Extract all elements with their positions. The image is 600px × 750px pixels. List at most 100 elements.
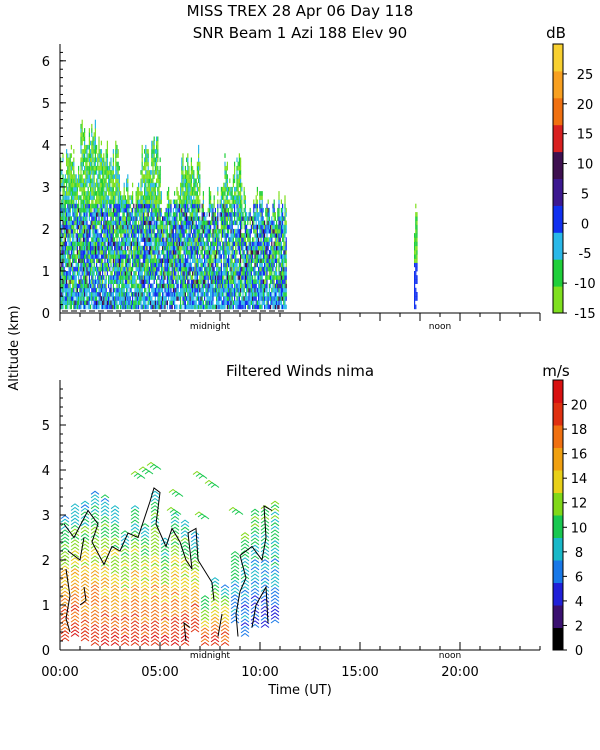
snr-cell xyxy=(170,212,172,217)
snr-cell xyxy=(206,212,208,217)
snr-cell xyxy=(75,241,77,247)
snr-cell xyxy=(186,191,188,196)
snr-cell xyxy=(150,216,152,221)
snr-cell xyxy=(126,182,128,188)
snr-cell xyxy=(225,245,227,251)
snr-cell xyxy=(120,262,122,268)
snr-cell xyxy=(265,258,267,263)
snr-cell xyxy=(70,262,72,268)
snr-cell xyxy=(166,245,168,251)
snr-cell xyxy=(187,250,189,255)
snr-cell xyxy=(150,199,152,205)
snr-cell xyxy=(225,216,227,221)
snr-cell xyxy=(265,271,267,276)
snr-cell xyxy=(82,191,84,196)
snr-cell xyxy=(134,296,136,301)
snr-cell xyxy=(201,292,203,297)
snr-cell xyxy=(230,266,232,272)
snr-cell xyxy=(187,287,189,293)
snr-cell xyxy=(235,287,237,293)
snr-cell xyxy=(112,241,114,247)
snr-cell xyxy=(183,283,185,289)
snr-cell xyxy=(232,266,234,272)
snr-cell xyxy=(120,279,122,284)
snr-cell xyxy=(236,228,238,234)
snr-cell xyxy=(130,207,132,213)
snr-cell xyxy=(156,212,158,217)
snr-cell xyxy=(188,195,190,200)
snr-cell xyxy=(85,233,87,238)
snr-cell xyxy=(94,224,96,230)
snr-cell xyxy=(187,207,189,213)
snr-cell xyxy=(189,178,191,184)
snr-cell xyxy=(88,245,90,251)
snr-cell xyxy=(76,195,78,200)
snr-cell xyxy=(192,207,194,213)
snr-cell xyxy=(75,254,77,259)
snr-cell xyxy=(79,220,81,226)
snr-cell xyxy=(183,296,185,301)
snr-cell xyxy=(109,296,111,301)
snr-cell xyxy=(228,216,230,221)
snr-cell xyxy=(196,170,198,175)
snr-cell xyxy=(128,224,130,230)
snr-cell xyxy=(67,216,69,221)
snr-cell xyxy=(194,287,196,293)
snr-cell xyxy=(236,283,238,289)
snr-cell xyxy=(154,157,156,163)
snr-cell xyxy=(158,224,160,230)
snr-cell xyxy=(223,304,225,310)
snr-cell xyxy=(240,224,242,230)
snr-cell xyxy=(66,199,68,205)
snr-cell xyxy=(94,228,96,234)
snr-cell xyxy=(142,207,144,213)
snr-cell xyxy=(117,224,119,230)
snr-cell xyxy=(141,245,143,251)
snr-cell xyxy=(96,195,98,200)
snr-cell xyxy=(146,207,148,213)
snr-cell xyxy=(158,262,160,268)
snr-cell xyxy=(68,157,70,163)
snr-cell xyxy=(160,258,162,263)
snr-cell xyxy=(242,237,244,242)
snr-cell xyxy=(216,304,218,310)
snr-cell xyxy=(242,266,244,272)
snr-cell xyxy=(210,199,212,205)
snr-cell xyxy=(69,207,71,213)
snr-cell xyxy=(90,292,92,297)
snr-cell xyxy=(100,212,102,217)
snr-cell xyxy=(194,207,196,213)
snr-cell xyxy=(92,140,94,146)
snr-cell xyxy=(73,178,75,184)
snr-cell xyxy=(85,191,87,196)
snr-cell xyxy=(222,283,224,289)
snr-cell xyxy=(226,271,228,276)
snr-cell xyxy=(193,220,195,226)
snr-cell xyxy=(100,157,102,163)
snr-cell xyxy=(165,220,167,226)
snr-cell xyxy=(118,283,120,289)
snr-cell xyxy=(159,182,161,188)
snr-cell xyxy=(236,178,238,184)
snr-cell xyxy=(100,250,102,255)
snr-cell xyxy=(194,266,196,272)
snr-cell xyxy=(80,237,82,242)
snr-cell xyxy=(187,220,189,226)
snr-cell xyxy=(90,271,92,276)
snr-cell xyxy=(111,174,113,179)
snr-cell xyxy=(181,165,183,171)
snr-cell xyxy=(153,254,155,259)
snr-cell xyxy=(184,212,186,217)
snr-cell xyxy=(184,237,186,242)
snr-cell xyxy=(231,279,233,284)
snr-cell xyxy=(67,233,69,238)
snr-cell xyxy=(152,250,154,255)
snr-cell xyxy=(271,266,273,272)
snr-cell xyxy=(102,254,104,259)
snr-cell xyxy=(240,275,242,280)
snr-cell xyxy=(147,287,149,293)
snr-cell xyxy=(238,182,240,188)
snr-cell xyxy=(168,237,170,242)
snr-cell xyxy=(153,266,155,272)
snr-cell xyxy=(126,237,128,242)
